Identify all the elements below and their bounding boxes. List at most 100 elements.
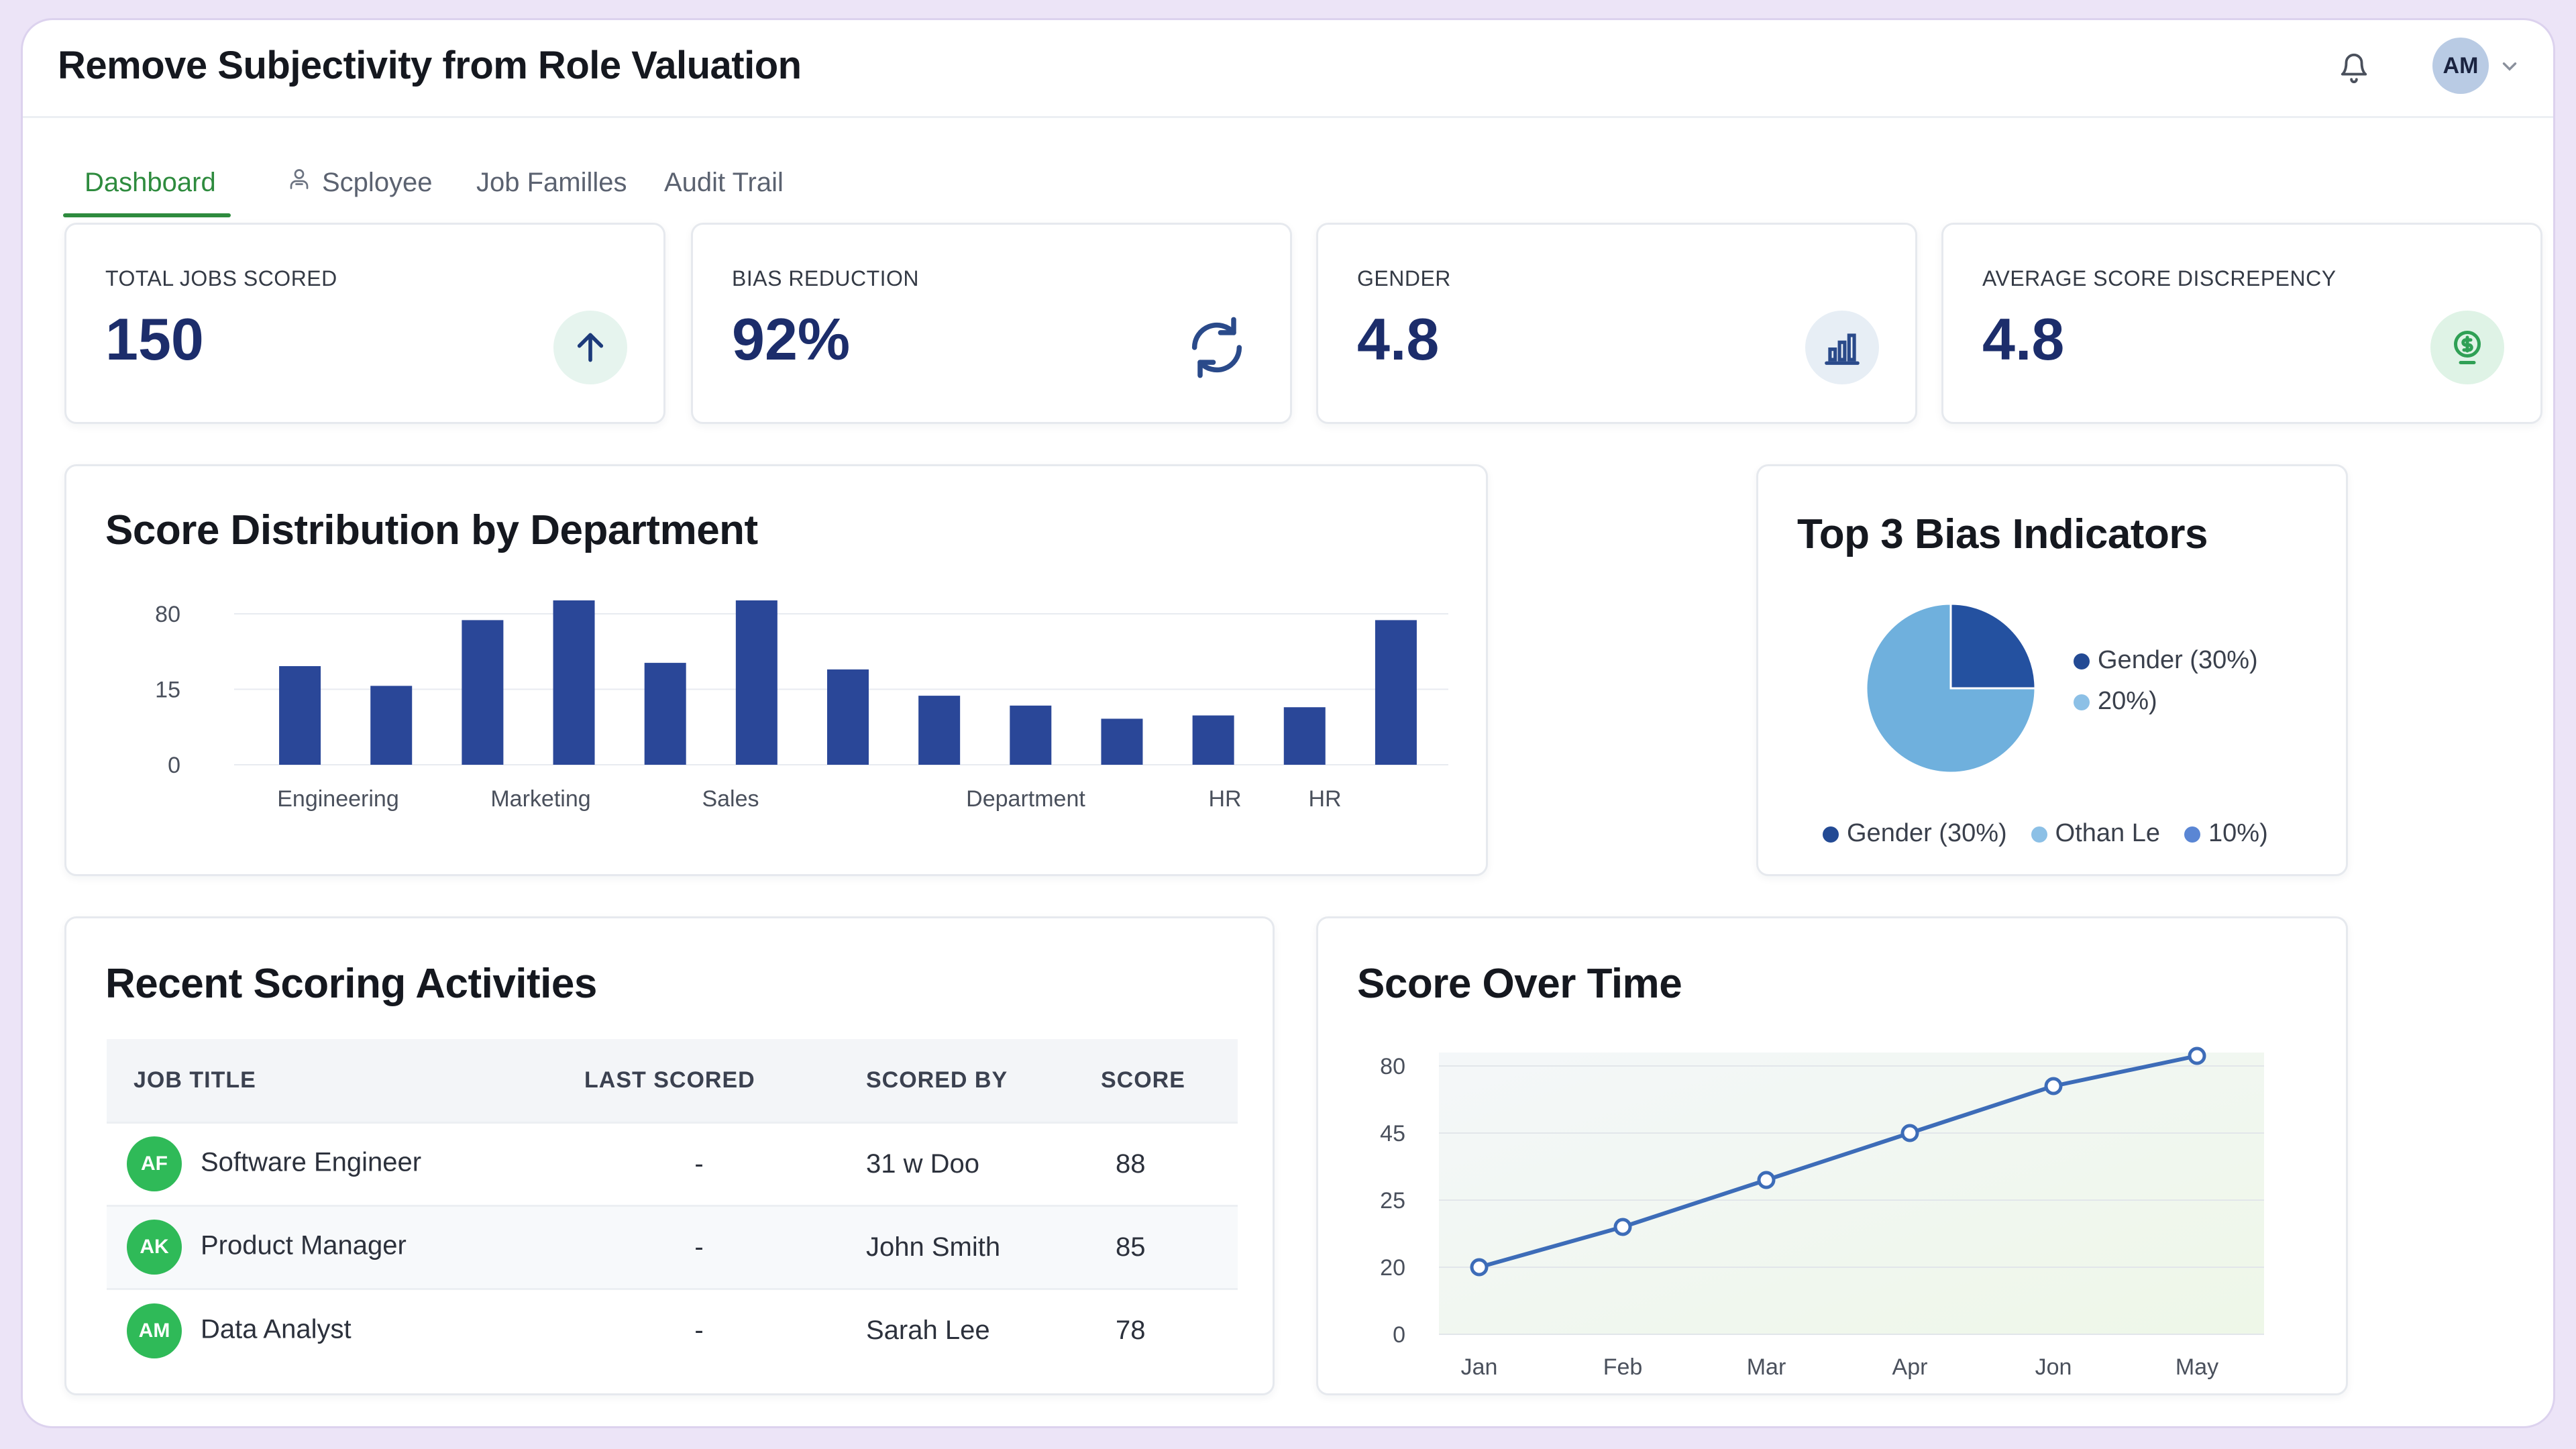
data-point — [2044, 1077, 2063, 1095]
legend-label: 20%) — [2098, 687, 2157, 715]
scored-by: Sarah Lee — [838, 1287, 1090, 1372]
stat-value: 92% — [732, 306, 851, 372]
avatar: AM — [127, 1303, 182, 1358]
stat-value: 4.8 — [1982, 306, 2065, 372]
job-title: Software Engineer — [201, 1147, 422, 1177]
x-tick-label: HR — [1308, 786, 1341, 812]
stat-card-gender: GENDER 4.8 — [1316, 223, 1917, 424]
table-header-row: JOB TITLE LAST SCORED SCORED BY SCORE — [107, 1039, 1238, 1122]
x-tick-label: May — [2176, 1354, 2218, 1380]
legend-dot — [2074, 653, 2090, 669]
legend-item: 20%) — [2074, 687, 2258, 716]
stat-card-bias-reduction: BIAS REDUCTION 92% — [691, 223, 1292, 424]
pie-chart — [1865, 602, 2037, 774]
score-distribution-card: Score Distribution by Department 80 15 0 En… — [64, 464, 1488, 876]
tab-label: Dashboard — [85, 167, 216, 197]
x-tick-label: Apr — [1892, 1354, 1928, 1380]
data-point — [1613, 1218, 1632, 1236]
data-point — [1900, 1124, 1919, 1142]
stat-card-avg-discrepancy: AVERAGE SCORE DISCREPENCY 4.8 — [1941, 223, 2542, 424]
activities-table: JOB TITLE LAST SCORED SCORED BY SCORE AF… — [107, 1039, 1238, 1372]
y-tick-label: 80 — [155, 602, 180, 627]
stat-card-total-jobs: TOTAL JOBS SCORED 150 — [64, 223, 665, 424]
recent-activities-card: Recent Scoring Activities JOB TITLE LAST… — [64, 916, 1275, 1395]
x-tick-label: Jan — [1461, 1354, 1498, 1380]
bar — [1192, 715, 1234, 765]
bar — [1010, 705, 1052, 765]
line-chart: 80 45 25 20 0 Jan Feb Mar Apr Jon May — [1380, 1046, 2264, 1380]
users-icon — [287, 167, 311, 198]
bar — [1375, 620, 1417, 765]
tab-scployee[interactable]: Scployee — [287, 148, 433, 217]
stat-label: BIAS REDUCTION — [732, 266, 920, 290]
section-title: Score Over Time — [1357, 961, 1682, 1007]
stat-label: AVERAGE SCORE DISCREPENCY — [1982, 266, 2337, 290]
bar-chart: 80 15 0 Engineering Marketing Sales Department… — [155, 600, 1448, 812]
bar — [918, 696, 961, 765]
x-tick-label: Feb — [1603, 1354, 1643, 1380]
y-tick-label: 20 — [1380, 1255, 1405, 1281]
bar — [462, 620, 504, 765]
tab-job-families[interactable]: Job Familles — [476, 148, 627, 217]
y-tick-label: 25 — [1380, 1188, 1405, 1214]
legend-item: Othan Le — [2031, 819, 2160, 848]
stat-label: TOTAL JOBS SCORED — [105, 266, 337, 290]
section-title: Score Distribution by Department — [105, 507, 758, 553]
arrow-up-icon — [553, 311, 627, 384]
y-tick-label: 0 — [1393, 1322, 1405, 1348]
y-tick-label: 80 — [1380, 1054, 1405, 1079]
column-header[interactable]: LAST SCORED — [560, 1039, 838, 1122]
legend-label: 10%) — [2208, 819, 2268, 847]
tab-audit-trail[interactable]: Audit Trail — [664, 148, 784, 217]
pie-slice — [1865, 602, 2037, 774]
stat-value: 150 — [105, 306, 204, 372]
user-avatar[interactable]: AM — [2432, 38, 2489, 94]
tab-dashboard[interactable]: Dashboard — [85, 148, 216, 217]
chevron-down-icon[interactable] — [2498, 55, 2521, 78]
bar — [644, 663, 686, 765]
legend-dot — [2184, 826, 2201, 843]
tab-label: Scployee — [322, 167, 433, 197]
bar — [1101, 718, 1143, 765]
table-row[interactable]: AF Software Engineer - 31 w Doo 88 — [107, 1121, 1238, 1205]
table-row[interactable]: AK Product Manager - John Smith 85 — [107, 1204, 1238, 1289]
legend-dot — [2031, 826, 2047, 843]
legend-bottom: Gender (30%) Othan Le 10%) — [1823, 819, 2268, 848]
scored-by: John Smith — [838, 1204, 1090, 1289]
table-row[interactable]: AM Data Analyst - Sarah Lee 78 — [107, 1287, 1238, 1372]
tab-label: Job Familles — [476, 167, 627, 197]
y-tick-label: 45 — [1380, 1121, 1405, 1146]
score: 78 — [1090, 1287, 1238, 1372]
pie-slice — [1949, 602, 2037, 690]
section-title: Recent Scoring Activities — [105, 961, 597, 1007]
x-tick-label: HR — [1208, 786, 1241, 812]
top-bar: Remove Subjectivity from Role Valuation … — [23, 20, 2553, 118]
job-title: Data Analyst — [201, 1314, 352, 1344]
plot-area — [1439, 1053, 2264, 1334]
column-header[interactable]: JOB TITLE — [107, 1039, 560, 1122]
bar — [553, 600, 595, 765]
money-badge-icon — [2430, 311, 2504, 384]
active-tab-indicator — [63, 213, 231, 217]
column-header[interactable]: SCORE — [1090, 1039, 1238, 1122]
legend-item: Gender (30%) — [2074, 646, 2258, 675]
stat-label: GENDER — [1357, 266, 1451, 290]
bar — [370, 686, 413, 765]
score-over-time-card: Score Over Time 80 45 25 20 0 Jan Feb Mar Apr Jon… — [1316, 916, 2348, 1395]
data-point — [1470, 1258, 1489, 1277]
legend-dot — [1823, 826, 1839, 843]
column-header[interactable]: SCORED BY — [838, 1039, 1090, 1122]
legend-item: Gender (30%) — [1823, 819, 2007, 848]
x-tick-label: Department — [966, 786, 1085, 812]
stat-value: 4.8 — [1357, 306, 1440, 372]
bar — [279, 666, 321, 765]
data-point — [1757, 1171, 1776, 1189]
legend-label: Othan Le — [2055, 819, 2161, 847]
tab-label: Audit Trail — [664, 167, 784, 197]
last-scored: - — [560, 1204, 838, 1289]
bar — [735, 600, 777, 765]
legend-dot — [2074, 694, 2090, 710]
notification-bell-icon[interactable] — [2330, 44, 2377, 91]
legend-item: 10%) — [2184, 819, 2268, 848]
scored-by: 31 w Doo — [838, 1121, 1090, 1205]
